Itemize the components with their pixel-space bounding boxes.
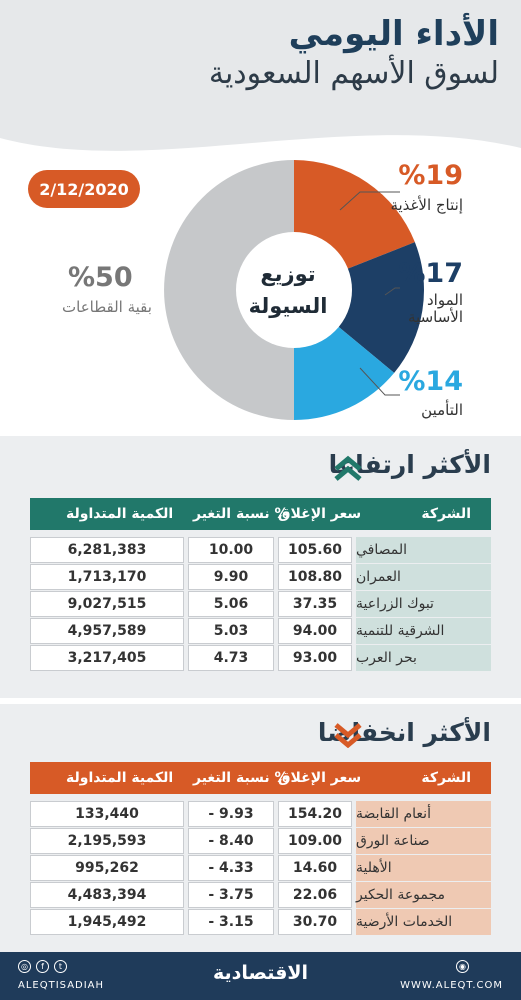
gainers-header-company: الشركة	[421, 506, 471, 522]
gainers-company-cell: العمران	[356, 564, 491, 590]
pct-insurance: %14	[398, 366, 463, 397]
gainers-volume-cell: 1,713,170	[30, 564, 184, 590]
center-label-line2: السيولة	[248, 294, 328, 318]
leader-line-insurance	[359, 367, 400, 396]
website-link[interactable]: WWW.ALEQT.COM	[400, 980, 503, 991]
slice-other-sectors	[164, 160, 294, 420]
pct-materials: %17	[398, 258, 463, 289]
gainers-volume-cell: 4,957,589	[30, 618, 184, 644]
gainers-close-cell: 108.80	[278, 564, 352, 590]
social-handle[interactable]: ALEQTISADIAH	[18, 980, 105, 991]
gainers-company-cell: الشرقية للتنمية	[356, 618, 491, 644]
losers-close-cell: 30.70	[278, 909, 352, 935]
label-other-sectors: بقية القطاعات	[62, 298, 152, 316]
date-badge: 2/12/2020	[28, 170, 140, 208]
label-materials-line1: المواد	[426, 291, 463, 309]
double-down-arrow-icon	[334, 723, 362, 748]
losers-change-cell: - 3.75	[188, 882, 274, 908]
losers-table-header: الشركة سعر الإغلاق نسبة التغير % الكمية …	[30, 762, 491, 794]
gainers-change-cell: 5.06	[188, 591, 274, 617]
gainers-table-header: الشركة سعر الإغلاق نسبة التغير % الكمية …	[30, 498, 491, 530]
losers-company-cell: صناعة الورق	[356, 828, 491, 854]
losers-company-cell: الأهلية	[356, 855, 491, 881]
losers-table-row: 1,945,492- 3.15 30.70 الخدمات الأرضية	[30, 909, 491, 935]
losers-volume-cell: 2,195,593	[30, 828, 184, 854]
gainers-close-cell: 105.60	[278, 537, 352, 563]
losers-volume-cell: 133,440	[30, 801, 184, 827]
gainers-change-cell: 5.03	[188, 618, 274, 644]
gainers-volume-cell: 6,281,383	[30, 537, 184, 563]
gainers-company-cell: بحر العرب	[356, 645, 491, 671]
losers-header-volume: الكمية المتداولة	[66, 770, 174, 786]
losers-change-cell: - 8.40	[188, 828, 274, 854]
donut-center	[236, 232, 352, 348]
losers-change-cell: - 9.93	[188, 801, 274, 827]
gainers-close-cell: 93.00	[278, 645, 352, 671]
gainers-table-row: 3,217,405 4.73 93.00 بحر العرب	[30, 645, 491, 671]
globe-icon: ◉	[456, 960, 469, 973]
gainers-table-row: 1,713,170 9.90 108.80 العمران	[30, 564, 491, 590]
losers-change-cell: - 3.15	[188, 909, 274, 935]
gainers-close-cell: 37.35	[278, 591, 352, 617]
gainers-header-change: نسبة التغير %	[193, 506, 289, 522]
label-insurance: التأمين	[421, 401, 463, 419]
donut-center-label: توزيع السيولة	[238, 258, 338, 322]
gainers-company-cell: المصافي	[356, 537, 491, 563]
losers-close-cell: 22.06	[278, 882, 352, 908]
gainers-header-volume: الكمية المتداولة	[66, 506, 174, 522]
losers-table-row: 2,195,593- 8.40 109.00 صناعة الورق	[30, 828, 491, 854]
liquidity-donut-chart	[164, 160, 424, 420]
gainers-change-cell: 10.00	[188, 537, 274, 563]
header-band	[0, 0, 521, 188]
losers-table-row: 133,440- 9.93 154.20 أنعام القابضة	[30, 801, 491, 827]
losers-volume-cell: 4,483,394	[30, 882, 184, 908]
losers-close-cell: 109.00	[278, 828, 352, 854]
losers-close-cell: 154.20	[278, 801, 352, 827]
gainers-volume-cell: 9,027,515	[30, 591, 184, 617]
gainers-close-cell: 94.00	[278, 618, 352, 644]
double-up-arrow-icon	[334, 455, 362, 481]
page-title: الأداء اليومي	[288, 14, 499, 54]
losers-table-row: 995,262- 4.33 14.60 الأهلية	[30, 855, 491, 881]
label-food: إنتاج الأغذية	[390, 196, 463, 214]
gainers-change-cell: 9.90	[188, 564, 274, 590]
leader-line-materials	[384, 287, 400, 296]
gainers-header-close: سعر الإغلاق	[278, 506, 362, 522]
gainers-change-cell: 4.73	[188, 645, 274, 671]
twitter-icon[interactable]: t	[54, 960, 67, 973]
page-subtitle: لسوق الأسهم السعودية	[208, 56, 499, 91]
gainers-table-row: 9,027,515 5.06 37.35 تبوك الزراعية	[30, 591, 491, 617]
gainers-volume-cell: 3,217,405	[30, 645, 184, 671]
losers-header-company: الشركة	[421, 770, 471, 786]
gainers-company-cell: تبوك الزراعية	[356, 591, 491, 617]
gainers-table-row: 6,281,383 10.00 105.60 المصافي	[30, 537, 491, 563]
losers-header-close: سعر الإغلاق	[278, 770, 362, 786]
gainers-table-row: 4,957,589 5.03 94.00 الشرقية للتنمية	[30, 618, 491, 644]
losers-company-cell: مجموعة الحكير	[356, 882, 491, 908]
pct-other-sectors: %50	[68, 262, 133, 293]
losers-volume-cell: 995,262	[30, 855, 184, 881]
slice-materials	[294, 242, 424, 373]
brand-logo: الاقتصادية	[212, 962, 309, 984]
losers-change-cell: - 4.33	[188, 855, 274, 881]
losers-table-row: 4,483,394- 3.75 22.06 مجموعة الحكير	[30, 882, 491, 908]
instagram-icon[interactable]: ◎	[18, 960, 31, 973]
label-materials-line2: الأساسية	[408, 308, 463, 326]
facebook-icon[interactable]: f	[36, 960, 49, 973]
label-materials: المواد الأساسية	[408, 292, 463, 326]
losers-close-cell: 14.60	[278, 855, 352, 881]
footer-bar: ◎ f t ALEQTISADIAH الاقتصادية ◉ WWW.ALEQ…	[0, 952, 521, 1000]
losers-volume-cell: 1,945,492	[30, 909, 184, 935]
losers-company-cell: الخدمات الأرضية	[356, 909, 491, 935]
leader-line-food	[339, 191, 400, 211]
pct-food: %19	[398, 160, 463, 191]
center-label-line1: توزيع	[260, 262, 316, 286]
losers-company-cell: أنعام القابضة	[356, 801, 491, 827]
losers-header-change: نسبة التغير %	[193, 770, 289, 786]
